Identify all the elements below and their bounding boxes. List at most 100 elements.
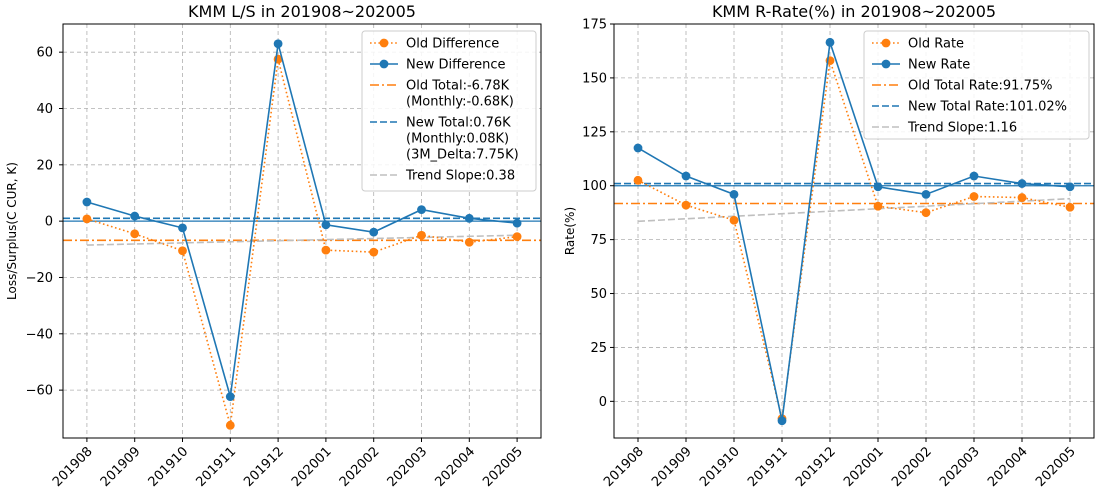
y-tick-label: 25: [590, 341, 607, 356]
legend-label: Old Total Rate:91.75%: [908, 79, 1052, 94]
y-tick-label: 125: [582, 125, 607, 140]
legend-label: New Difference: [406, 58, 506, 73]
axes-frame: [613, 23, 1095, 439]
x-tick-label: 202005: [480, 444, 526, 490]
legend-box: [863, 30, 1090, 140]
data-point: [633, 143, 643, 153]
x-tick-label: 202002: [889, 444, 935, 490]
y-tick-label: 20: [36, 158, 53, 173]
data-point: [321, 245, 331, 255]
data-point: [512, 218, 522, 228]
reference-line-3: [637, 197, 1071, 223]
data-point: [681, 171, 691, 181]
x-tick-label: 201909: [649, 444, 695, 490]
x-tick-label: 202001: [841, 444, 887, 490]
data-point: [921, 208, 931, 218]
reference-line-3: [86, 234, 518, 246]
y-tick-label: 175: [582, 18, 607, 33]
data-point: [777, 416, 787, 426]
data-point: [225, 420, 235, 430]
x-tick-label: 202003: [937, 444, 983, 490]
data-point: [512, 232, 522, 242]
legend-box: [361, 30, 537, 192]
legend-label: (Monthly:-0.68K): [406, 95, 514, 110]
data-point: [729, 189, 739, 199]
y-tick-label: 75: [590, 233, 607, 248]
series-line-2: [637, 42, 1071, 421]
x-tick-label: 201912: [793, 444, 839, 490]
x-tick-label: 202004: [985, 444, 1031, 490]
chart-1: 60 40 20 0 −20 −40 −60 201908 201909 201910 201911…: [5, 2, 542, 490]
x-tick-label: 202002: [337, 444, 383, 490]
data-point: [969, 171, 979, 181]
data-point: [225, 392, 235, 401]
data-point: [417, 205, 426, 214]
legend-label: Trend Slope:1.16: [907, 121, 1017, 136]
series-line-1: [86, 59, 518, 426]
axes-frame: [62, 23, 542, 439]
x-tick-label: 202004: [432, 444, 478, 490]
legend-label: Old Difference: [406, 37, 499, 52]
y-tick-label: 100: [582, 179, 607, 194]
chart-title: KMM R-Rate(%) in 201908~202005: [712, 2, 996, 21]
y-tick-label: 0: [599, 395, 607, 410]
legend-label: New Total Rate:101.02%: [908, 100, 1067, 115]
data-point: [82, 214, 92, 224]
data-point: [633, 175, 643, 185]
legend: Old Rate New Rate Old Total Rate:91.75% New…: [863, 30, 1090, 140]
x-tick-label: 201908: [601, 444, 647, 490]
data-point: [178, 223, 187, 233]
plot-area: [63, 39, 541, 430]
legend-label: New Total:0.76K: [406, 116, 511, 131]
x-tick-label: 201911: [745, 444, 791, 490]
series-line-2: [86, 43, 518, 397]
legend-marker: [881, 38, 891, 48]
y-tick-label: 50: [590, 287, 607, 302]
legend: Old Difference New Difference Old Total:-6…: [361, 30, 537, 192]
y-axis-label: Loss/Surplus(C CUR, K): [5, 162, 19, 300]
x-tick-label: 202001: [289, 444, 335, 490]
data-point: [1065, 182, 1075, 192]
data-point: [178, 246, 187, 256]
y-axis-label: Rate(%): [563, 207, 577, 255]
legend-label: (3M_Delta:7.75K): [406, 148, 519, 163]
x-tick-label: 201911: [193, 444, 239, 490]
data-point: [729, 215, 739, 225]
legend-label: Old Rate: [908, 37, 964, 52]
y-tick-label: 40: [36, 102, 53, 117]
x-tick-label: 201910: [146, 444, 192, 490]
y-tick-label: 0: [45, 215, 53, 230]
data-point: [130, 229, 140, 239]
legend-label: (Monthly:0.08K): [406, 132, 509, 147]
legend-marker: [379, 38, 389, 48]
y-tick-label: −20: [26, 271, 53, 286]
x-tick-label: 201909: [98, 444, 144, 490]
x-tick-label: 202003: [385, 444, 431, 490]
y-tick-label: −40: [26, 327, 53, 342]
legend-label: Trend Slope:0.38: [405, 169, 515, 184]
legend-label: Old Total:-6.78K: [406, 79, 510, 94]
data-point: [1065, 202, 1075, 212]
x-tick-label: 202005: [1033, 444, 1079, 490]
data-point: [464, 237, 474, 247]
y-tick-label: 60: [36, 46, 53, 61]
data-point: [130, 211, 140, 221]
x-tick-label: 201912: [241, 444, 287, 490]
data-point: [825, 37, 835, 47]
data-point: [1017, 179, 1027, 188]
data-point: [921, 189, 931, 199]
data-point: [417, 230, 426, 240]
data-point: [369, 227, 379, 237]
data-point: [369, 247, 379, 257]
data-point: [321, 220, 331, 230]
y-tick-label: −60: [26, 384, 53, 399]
x-tick-label: 201910: [697, 444, 743, 490]
data-point: [273, 39, 283, 49]
data-point: [873, 182, 883, 192]
legend-label: New Rate: [908, 58, 970, 73]
y-tick-label: 150: [582, 71, 607, 86]
legend-marker: [881, 59, 891, 69]
chart-title: KMM L/S in 201908~202005: [188, 2, 416, 21]
series-line-1: [637, 60, 1071, 419]
